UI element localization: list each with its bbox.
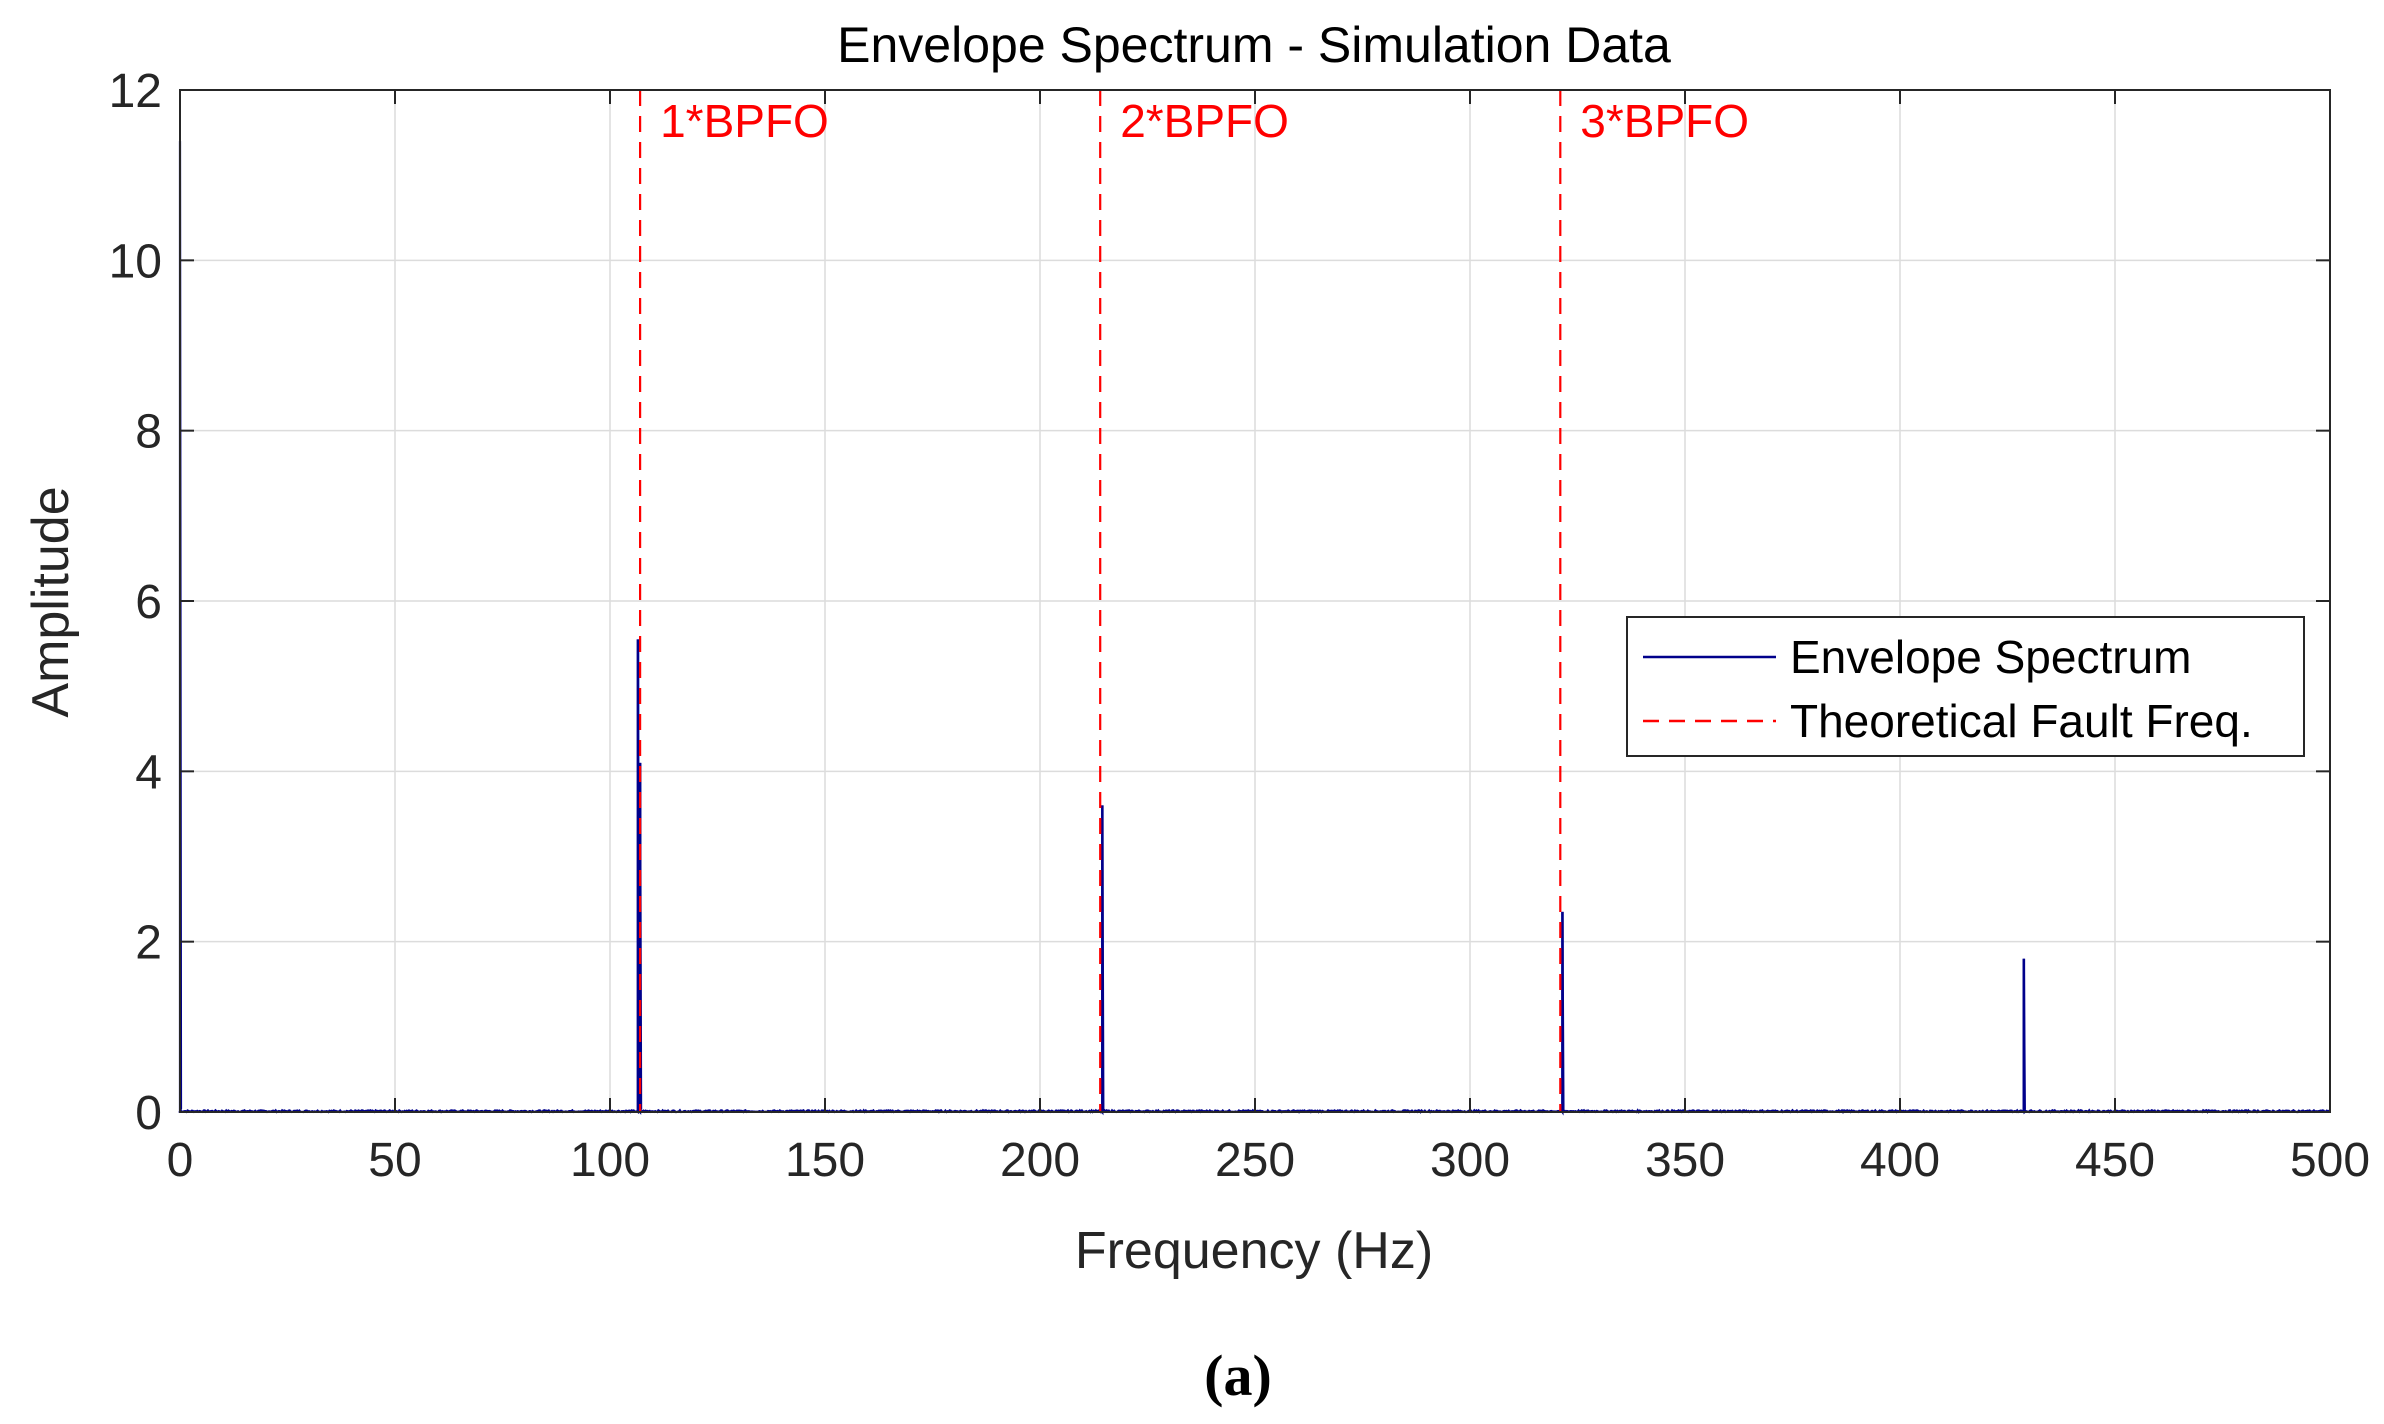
y-tick-label: 10: [109, 235, 162, 288]
x-tick-label: 100: [570, 1134, 650, 1187]
x-tick-label: 250: [1215, 1134, 1295, 1187]
x-axis-label: Frequency (Hz): [1075, 1222, 1433, 1280]
chart-title: Envelope Spectrum - Simulation Data: [837, 17, 1671, 73]
legend-label-theoretical-fault-freq: Theoretical Fault Freq.: [1790, 695, 2253, 747]
tick-labels: 0 50 100 150 200 250 300 350 400 450 500 0 2 4 6 8 10 12: [109, 65, 2370, 1187]
y-tick-label: 0: [135, 1087, 162, 1140]
legend-box: [1626, 616, 2305, 757]
y-tick-label: 12: [109, 65, 162, 118]
y-axis-label: Amplitude: [22, 486, 80, 717]
x-tick-label: 350: [1645, 1134, 1725, 1187]
annotations: 1*BPFO 2*BPFO 3*BPFO: [660, 95, 1749, 147]
axes: [179, 89, 2331, 1113]
x-tick-label: 0: [167, 1134, 194, 1187]
x-tick-label: 500: [2290, 1134, 2370, 1187]
bpfo-annotation: 3*BPFO: [1580, 95, 1749, 147]
y-tick-label: 2: [135, 917, 162, 970]
x-tick-label: 450: [2075, 1134, 2155, 1187]
x-tick-label: 400: [1860, 1134, 1940, 1187]
legend: Envelope Spectrum Theoretical Fault Freq…: [1626, 616, 2305, 757]
grid: [179, 89, 2331, 1113]
bpfo-annotation: 1*BPFO: [660, 95, 829, 147]
x-tick-label: 50: [368, 1134, 421, 1187]
bpfo-annotation: 2*BPFO: [1120, 95, 1289, 147]
x-tick-label: 150: [785, 1134, 865, 1187]
x-tick-label: 300: [1430, 1134, 1510, 1187]
x-tick-label: 200: [1000, 1134, 1080, 1187]
y-tick-label: 8: [135, 406, 162, 459]
fault-frequency-lines: [638, 90, 1562, 1112]
figure-caption: (a): [1204, 1343, 1272, 1408]
y-tick-label: 6: [135, 576, 162, 629]
y-tick-label: 4: [135, 746, 162, 799]
legend-label-envelope-spectrum: Envelope Spectrum: [1790, 631, 2191, 683]
